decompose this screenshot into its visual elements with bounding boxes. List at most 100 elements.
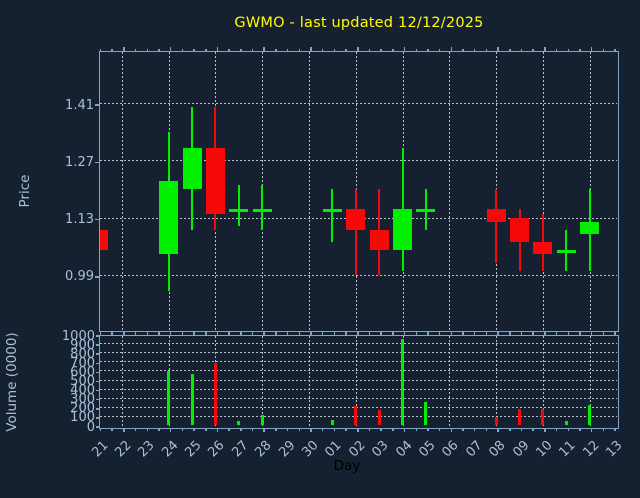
x-tick-mark — [392, 48, 394, 51]
x-tick-mark — [427, 428, 429, 431]
x-tick-mark — [146, 428, 149, 431]
x-tick-mark — [123, 331, 125, 335]
x-tick-mark — [579, 332, 581, 335]
x-tick-mark — [462, 428, 464, 431]
candle-body-day-01 — [322, 209, 342, 212]
x-tick-mark — [111, 48, 113, 51]
chart-title: GWMO - last updated 12/12/2025 — [234, 15, 484, 31]
x-tick-mark — [181, 428, 184, 431]
x-tick-mark — [146, 332, 149, 335]
volume-y-tick-mark — [96, 398, 100, 401]
x-tick-mark — [205, 332, 207, 335]
volume-gridline — [99, 406, 617, 408]
x-tick-mark — [169, 331, 172, 335]
volume-bar-day-26 — [213, 363, 217, 425]
x-tick-mark — [181, 48, 184, 51]
x-tick-mark — [228, 332, 230, 335]
x-tick-mark — [134, 332, 137, 335]
volume-gridline — [496, 335, 498, 427]
x-tick-mark — [438, 48, 441, 51]
volume-y-tick-mark — [96, 371, 100, 374]
candle-body-day-10 — [533, 242, 553, 255]
candle-body-day-04 — [393, 209, 413, 251]
volume-gridline — [99, 397, 617, 399]
x-tick-mark — [99, 428, 102, 431]
x-tick-mark — [333, 48, 336, 51]
x-tick-mark — [555, 428, 558, 431]
x-tick-mark — [333, 428, 336, 431]
candle-body-day-12 — [580, 221, 600, 234]
volume-tick-label: 800 — [70, 346, 95, 362]
x-tick-mark — [298, 48, 301, 51]
x-tick-mark — [438, 332, 441, 335]
volume-tick-label: 0 — [86, 419, 95, 435]
x-tick-mark — [567, 332, 570, 335]
x-tick-mark — [485, 332, 488, 335]
volume-y-tick-mark — [96, 426, 100, 428]
x-tick-mark — [567, 48, 570, 51]
x-tick-mark — [298, 332, 301, 335]
price-gridline — [542, 51, 544, 330]
x-tick-mark — [310, 428, 312, 432]
volume-y-tick-mark — [96, 353, 100, 355]
x-tick-mark — [99, 332, 102, 335]
volume-gridline — [121, 335, 123, 427]
chart-figure: GWMO - last updated 12/12/2025 Price Vol… — [4, 15, 626, 474]
x-tick-mark — [368, 332, 371, 335]
volume-bar-day-28 — [260, 414, 264, 425]
x-tick-mark — [193, 428, 195, 431]
x-tick-mark — [462, 48, 464, 51]
price-gridline — [121, 51, 123, 330]
x-tick-mark — [251, 48, 254, 51]
x-tick-mark — [193, 48, 195, 51]
x-tick-mark — [450, 331, 453, 335]
x-tick-mark — [403, 331, 406, 335]
candle-body-day-26 — [205, 148, 225, 214]
x-tick-mark — [321, 332, 324, 335]
x-tick-mark — [614, 428, 616, 431]
volume-gridline — [99, 415, 617, 417]
volume-gridline — [309, 335, 310, 427]
price-y-tick-mark — [94, 276, 100, 278]
volume-bar-day-24 — [167, 371, 171, 425]
x-tick-mark — [357, 331, 359, 335]
volume-bar-day-12 — [588, 404, 592, 425]
volume-gridline — [542, 335, 544, 427]
x-tick-mark — [368, 428, 371, 431]
volume-y-tick-mark — [96, 362, 100, 365]
x-tick-mark — [263, 428, 265, 432]
x-tick-mark — [345, 48, 347, 51]
x-tick-mark — [205, 48, 207, 51]
price-y-tick-mark — [94, 104, 100, 106]
candle-body-day-08 — [486, 209, 506, 222]
x-tick-mark — [134, 48, 137, 51]
x-tick-mark — [579, 428, 581, 431]
x-tick-mark — [357, 428, 359, 432]
volume-gridline — [99, 370, 617, 372]
x-tick-mark — [275, 428, 277, 431]
volume-bar-day-01 — [330, 420, 334, 425]
volume-y-tick-mark — [96, 417, 100, 419]
candle-wick-day-04 — [401, 148, 404, 271]
volume-y-tick-mark — [96, 380, 100, 383]
x-tick-mark — [380, 428, 382, 431]
volume-bar-day-03 — [377, 409, 381, 425]
x-tick-mark — [357, 47, 359, 51]
x-tick-mark — [216, 428, 219, 432]
x-tick-mark — [298, 428, 301, 431]
candle-wick-day-08 — [495, 189, 498, 263]
x-tick-mark — [251, 332, 254, 335]
x-tick-mark — [392, 428, 394, 431]
price-gridline — [99, 274, 617, 276]
x-tick-mark — [123, 428, 125, 432]
volume-bar-day-09 — [518, 408, 522, 425]
x-tick-mark — [216, 331, 219, 335]
volume-gridline — [99, 352, 617, 354]
x-tick-mark — [310, 47, 312, 51]
x-tick-mark — [438, 428, 441, 431]
volume-bar-day-05 — [424, 402, 428, 425]
x-axis-label: Day — [333, 458, 361, 474]
x-tick-mark — [216, 47, 219, 51]
candle-wick-day-28 — [261, 184, 264, 230]
x-tick-mark — [497, 47, 499, 51]
